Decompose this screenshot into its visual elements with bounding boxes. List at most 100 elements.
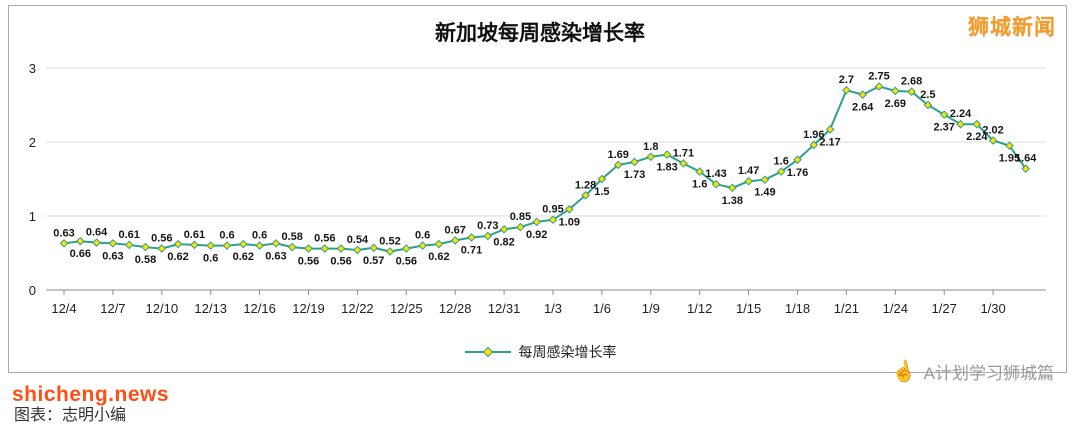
x-tick-label: 1/18 xyxy=(785,301,810,316)
chart-legend: 每周感染增长率 xyxy=(0,342,1080,362)
data-point-label: 1.73 xyxy=(624,169,645,181)
data-point-marker xyxy=(613,160,623,170)
data-point-marker xyxy=(776,167,786,176)
data-point-marker xyxy=(336,244,346,253)
data-point-marker xyxy=(890,86,900,96)
x-tick-label: 12/28 xyxy=(439,301,472,316)
x-tick-label: 1/21 xyxy=(834,301,859,316)
data-point-label: 0.57 xyxy=(363,255,384,267)
data-point-marker xyxy=(907,87,916,96)
data-point-marker xyxy=(727,183,737,193)
data-point-marker xyxy=(353,245,362,255)
data-point-label: 0.67 xyxy=(444,224,465,236)
site-watermark: shicheng.news xyxy=(12,383,170,406)
data-point-label: 1.69 xyxy=(607,149,628,161)
account-watermark: ☝ A计划学习狮城篇 xyxy=(888,358,1054,386)
data-point-label: 2.5 xyxy=(920,89,935,101)
data-point-label: 1.47 xyxy=(738,165,759,177)
data-point-marker xyxy=(418,241,427,250)
data-point-label: 1.95 xyxy=(999,153,1020,165)
data-point-label: 2.37 xyxy=(933,122,954,134)
chart-frame xyxy=(8,5,1067,373)
data-point-label: 0.63 xyxy=(53,227,74,239)
data-point-marker xyxy=(858,90,868,99)
data-point-marker xyxy=(483,231,493,241)
data-point-label: 1.5 xyxy=(594,186,609,198)
chart-title: 新加坡每周感染增长率 xyxy=(435,22,645,45)
data-point-marker xyxy=(646,152,656,162)
x-tick-label: 12/10 xyxy=(146,301,179,316)
legend-line-marker-icon xyxy=(464,346,511,358)
data-point-label: 2.64 xyxy=(852,102,874,114)
data-point-marker xyxy=(695,167,705,176)
data-point-label: 0.6 xyxy=(252,230,267,242)
data-point-label: 0.52 xyxy=(379,236,400,248)
data-point-marker xyxy=(124,240,134,250)
x-tick-label: 12/16 xyxy=(243,301,276,316)
data-point-label: 0.66 xyxy=(70,248,91,260)
data-point-label: 0.6 xyxy=(415,230,430,242)
data-point-label: 0.56 xyxy=(396,256,417,268)
data-point-label: 0.61 xyxy=(184,229,205,241)
data-point-marker xyxy=(939,110,949,119)
x-tick-label: 12/19 xyxy=(292,301,325,316)
data-point-marker xyxy=(59,239,69,248)
data-point-label: 1.43 xyxy=(705,168,726,180)
data-point-label: 2.7 xyxy=(839,74,854,86)
data-point-marker xyxy=(630,157,639,167)
data-point-label: 1.71 xyxy=(673,147,694,159)
legend-label: 每周感染增长率 xyxy=(518,344,617,360)
data-point-marker xyxy=(401,244,411,253)
data-point-label: 0.54 xyxy=(347,234,369,246)
data-point-marker xyxy=(564,205,574,214)
data-point-marker xyxy=(662,150,672,159)
data-point-marker xyxy=(173,239,183,249)
data-point-marker xyxy=(499,225,509,234)
data-point-marker xyxy=(222,241,232,250)
brand-logo-text: 狮城新闻 xyxy=(968,16,1056,39)
x-tick-label: 12/7 xyxy=(100,301,125,316)
data-point-label: 1.96 xyxy=(803,129,824,141)
data-point-marker xyxy=(206,241,216,250)
y-tick-label: 0 xyxy=(29,283,36,298)
x-tick-label: 12/25 xyxy=(390,301,423,316)
data-point-marker xyxy=(516,222,525,232)
data-point-marker xyxy=(711,179,721,189)
data-point-marker xyxy=(141,242,150,252)
data-point-marker xyxy=(793,155,802,165)
x-tick-label: 1/9 xyxy=(642,301,660,316)
data-point-marker xyxy=(238,239,248,249)
data-point-label: 1.38 xyxy=(722,195,743,207)
data-point-marker xyxy=(304,244,313,253)
data-point-label: 0.56 xyxy=(314,233,335,245)
data-point-marker xyxy=(744,176,753,186)
data-point-label: 2.24 xyxy=(950,108,972,120)
data-point-label: 1.8 xyxy=(643,141,658,153)
x-tick-label: 1/27 xyxy=(932,301,957,316)
data-point-label: 1.09 xyxy=(559,216,580,228)
data-point-label: 0.58 xyxy=(281,231,302,243)
data-point-marker xyxy=(972,119,982,129)
data-point-marker xyxy=(385,247,395,256)
data-point-label: 0.6 xyxy=(219,230,234,242)
data-point-marker xyxy=(1005,141,1014,151)
account-name: A计划学习狮城篇 xyxy=(923,364,1054,383)
x-tick-label: 1/3 xyxy=(544,301,562,316)
data-point-marker xyxy=(842,85,851,95)
y-tick-label: 3 xyxy=(29,61,36,76)
data-point-marker xyxy=(157,244,167,253)
data-point-label: 0.58 xyxy=(135,254,156,266)
pointing-hand-icon: ☝ xyxy=(888,358,918,386)
data-point-label: 2.75 xyxy=(868,71,889,83)
data-point-marker xyxy=(450,236,460,245)
data-point-label: 1.6 xyxy=(692,179,707,191)
x-tick-label: 12/31 xyxy=(488,301,521,316)
x-tick-label: 12/4 xyxy=(51,301,76,316)
data-point-label: 2.69 xyxy=(885,98,906,110)
data-point-marker xyxy=(532,217,542,227)
series-line xyxy=(63,85,1027,253)
data-point-label: 1.6 xyxy=(774,156,789,168)
data-point-marker xyxy=(923,100,933,110)
data-point-label: 0.56 xyxy=(298,256,319,268)
